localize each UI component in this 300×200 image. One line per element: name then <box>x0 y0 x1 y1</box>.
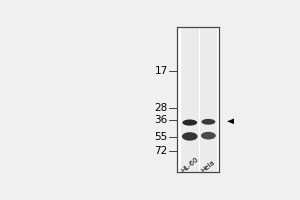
Ellipse shape <box>182 132 198 141</box>
Text: 72: 72 <box>154 146 168 156</box>
Ellipse shape <box>182 119 197 126</box>
Bar <box>200 27 217 172</box>
Text: 17: 17 <box>154 66 168 76</box>
Text: Hela: Hela <box>200 159 216 173</box>
Ellipse shape <box>201 132 216 140</box>
Text: 28: 28 <box>154 103 168 113</box>
Text: 55: 55 <box>154 132 168 142</box>
Polygon shape <box>227 119 234 124</box>
Ellipse shape <box>201 119 215 125</box>
Text: HL-60: HL-60 <box>180 156 200 173</box>
Bar <box>177 27 219 172</box>
Bar <box>181 27 199 172</box>
Text: 36: 36 <box>154 115 168 125</box>
